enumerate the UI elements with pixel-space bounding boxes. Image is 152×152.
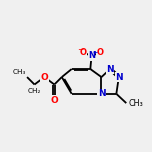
Text: N: N	[88, 52, 95, 60]
Text: O: O	[79, 48, 86, 57]
Text: N: N	[98, 89, 105, 98]
Text: −: −	[77, 45, 84, 54]
Text: CH₃: CH₃	[128, 99, 143, 108]
Text: O: O	[41, 73, 48, 82]
Text: N: N	[115, 73, 123, 82]
Text: +: +	[92, 50, 97, 55]
Text: O: O	[50, 95, 58, 105]
Text: CH₃: CH₃	[12, 69, 26, 75]
Text: CH₂: CH₂	[28, 88, 41, 94]
Text: N: N	[106, 64, 114, 74]
Text: O: O	[97, 48, 104, 57]
